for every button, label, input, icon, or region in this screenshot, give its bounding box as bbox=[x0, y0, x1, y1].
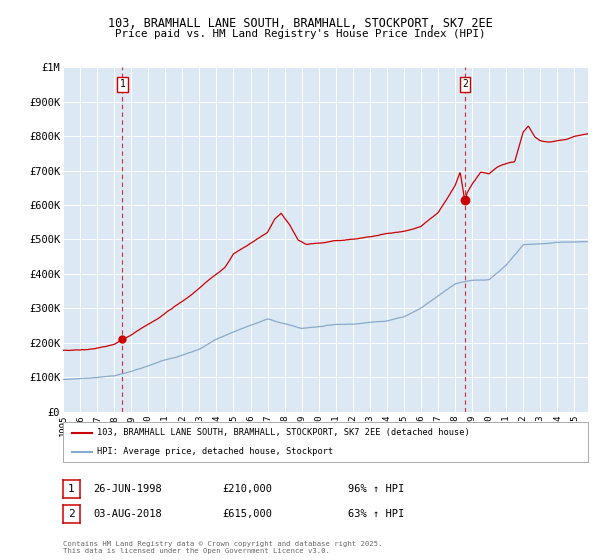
Text: Contains HM Land Registry data © Crown copyright and database right 2025.
This d: Contains HM Land Registry data © Crown c… bbox=[63, 542, 382, 554]
Text: 2: 2 bbox=[68, 509, 75, 519]
Text: 96% ↑ HPI: 96% ↑ HPI bbox=[348, 484, 404, 494]
Text: 1: 1 bbox=[68, 484, 75, 494]
Text: £210,000: £210,000 bbox=[222, 484, 272, 494]
Text: 63% ↑ HPI: 63% ↑ HPI bbox=[348, 509, 404, 519]
Text: HPI: Average price, detached house, Stockport: HPI: Average price, detached house, Stoc… bbox=[97, 447, 334, 456]
Text: 103, BRAMHALL LANE SOUTH, BRAMHALL, STOCKPORT, SK7 2EE (detached house): 103, BRAMHALL LANE SOUTH, BRAMHALL, STOC… bbox=[97, 428, 470, 437]
Text: £615,000: £615,000 bbox=[222, 509, 272, 519]
Text: 103, BRAMHALL LANE SOUTH, BRAMHALL, STOCKPORT, SK7 2EE: 103, BRAMHALL LANE SOUTH, BRAMHALL, STOC… bbox=[107, 17, 493, 30]
Text: Price paid vs. HM Land Registry's House Price Index (HPI): Price paid vs. HM Land Registry's House … bbox=[115, 29, 485, 39]
Text: 1: 1 bbox=[119, 80, 125, 89]
Text: 26-JUN-1998: 26-JUN-1998 bbox=[93, 484, 162, 494]
Text: 03-AUG-2018: 03-AUG-2018 bbox=[93, 509, 162, 519]
Text: 2: 2 bbox=[462, 80, 468, 89]
